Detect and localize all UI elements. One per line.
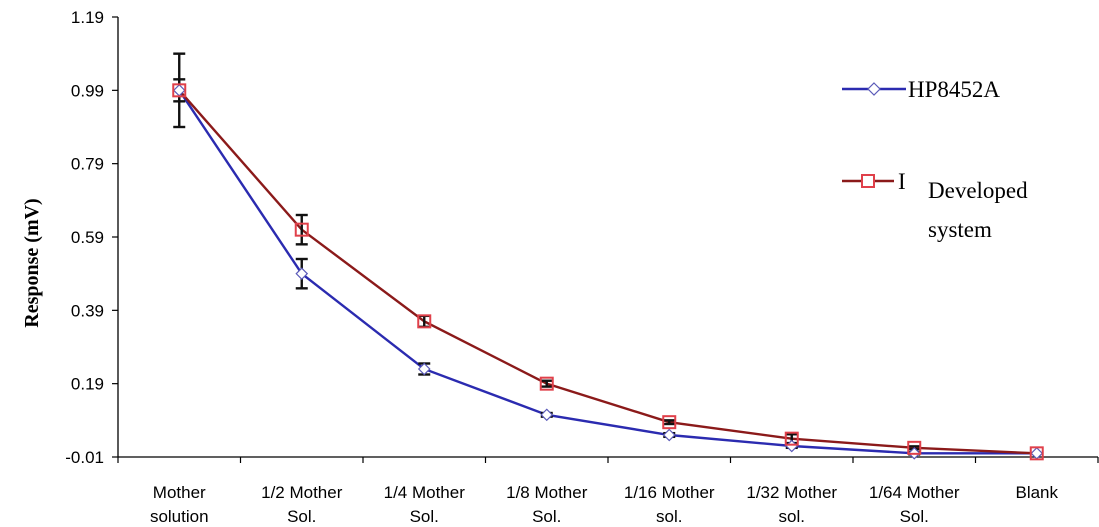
markers-1 [172,83,1044,461]
series-line [178,89,1037,455]
x-axis-ticks: Mother solution 1/2 Mother Sol. 1/4 Mother So… [117,457,1099,526]
data-point-square [417,314,432,329]
data-point-diamond [540,408,554,422]
legend-label-prefix: I [898,169,906,194]
data-point-diamond [662,428,676,442]
x-category-label: Mother [153,483,206,502]
x-category-label: 1/4 Mother [384,483,466,502]
error-bars-0 [173,52,921,456]
legend-marker-diamond [867,82,881,96]
markers-0 [172,83,1044,460]
y-tick-label: 1.19 [71,8,104,27]
legend-label-hp8452a: HP8452A [908,77,1000,102]
x-category-label: Sol. [410,507,439,526]
data-point-square [172,83,187,98]
x-category-label: 1/16 Mother [624,483,715,502]
x-category-label: Sol. [287,507,316,526]
x-category-label: 1/2 Mother [261,483,343,502]
y-axis-ticks: 1.19 0.99 0.79 0.59 0.39 0.19 -0.01 [65,8,118,467]
x-category-label: sol. [779,507,805,526]
x-category-label: 1/64 Mother [869,483,960,502]
legend-label-system: system [928,217,992,242]
series-1 [178,89,1037,455]
data-point-diamond [295,267,309,281]
series-line [178,89,1037,455]
y-tick-label: 0.79 [71,155,104,174]
x-category-label: sol. [656,507,682,526]
y-tick-label: 0.59 [71,228,104,247]
x-category-label: 1/32 Mother [746,483,837,502]
y-tick-label: -0.01 [65,448,104,467]
data-point-square [1029,446,1044,461]
y-tick-label: 0.19 [71,375,104,394]
x-category-label: Sol. [532,507,561,526]
legend-label-developed: Developed [928,178,1028,203]
series-0 [178,89,1037,455]
y-tick-label: 0.39 [71,301,104,320]
data-point-square [662,415,677,430]
x-category-label: 1/8 Mother [506,483,588,502]
x-category-label: Sol. [900,507,929,526]
y-tick-label: 0.99 [71,81,104,100]
error-bars-1 [173,78,921,451]
x-category-label: Blank [1015,483,1058,502]
y-axis-label: Response (mV) [21,198,43,327]
data-point-square [539,376,554,391]
data-point-square [294,222,309,237]
data-point-diamond [417,362,431,376]
legend: HP8452A I Developed system [842,77,1028,242]
data-point-square [907,440,922,455]
x-category-label: solution [150,507,209,526]
data-point-square [784,431,799,446]
legend-marker-square [861,174,875,188]
series-layer [172,52,1044,461]
